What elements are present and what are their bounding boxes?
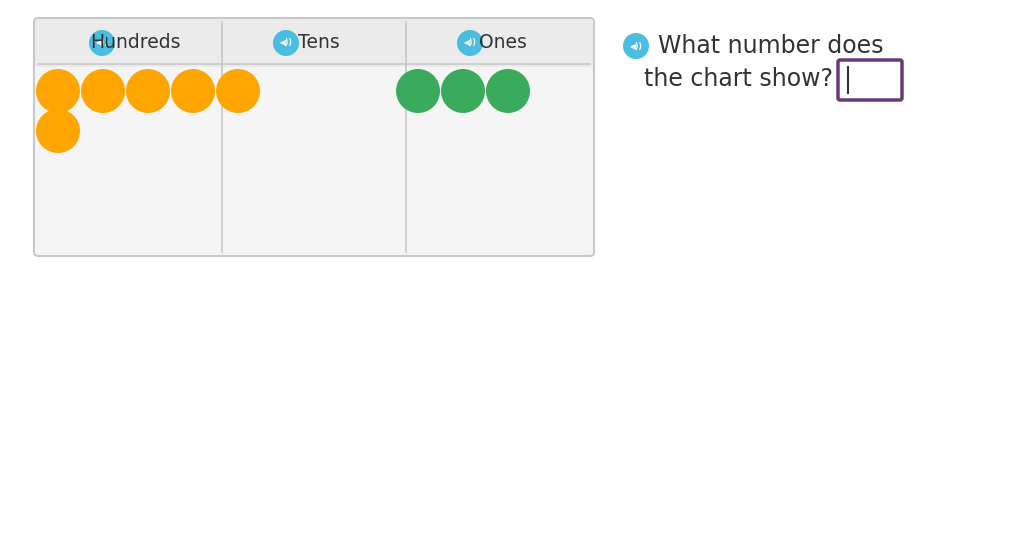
Circle shape xyxy=(216,69,260,113)
Text: ◀)): ◀)) xyxy=(95,39,109,48)
Text: the chart show?: the chart show? xyxy=(644,67,833,91)
Circle shape xyxy=(486,69,530,113)
Text: ◀)): ◀)) xyxy=(464,39,476,48)
Text: ◀)): ◀)) xyxy=(280,39,293,48)
Text: Tens: Tens xyxy=(298,34,340,53)
Circle shape xyxy=(273,30,299,56)
Circle shape xyxy=(89,30,115,56)
FancyBboxPatch shape xyxy=(35,19,593,67)
Circle shape xyxy=(441,69,485,113)
Text: Ones: Ones xyxy=(479,34,527,53)
Text: Hundreds: Hundreds xyxy=(90,34,180,53)
Circle shape xyxy=(36,69,80,113)
Text: ◀)): ◀)) xyxy=(630,41,642,50)
FancyBboxPatch shape xyxy=(838,60,902,100)
Circle shape xyxy=(623,33,649,59)
Circle shape xyxy=(126,69,170,113)
Circle shape xyxy=(171,69,215,113)
Circle shape xyxy=(81,69,125,113)
Text: What number does: What number does xyxy=(658,34,884,58)
Circle shape xyxy=(457,30,483,56)
FancyBboxPatch shape xyxy=(34,18,594,256)
Circle shape xyxy=(396,69,440,113)
Circle shape xyxy=(36,109,80,153)
